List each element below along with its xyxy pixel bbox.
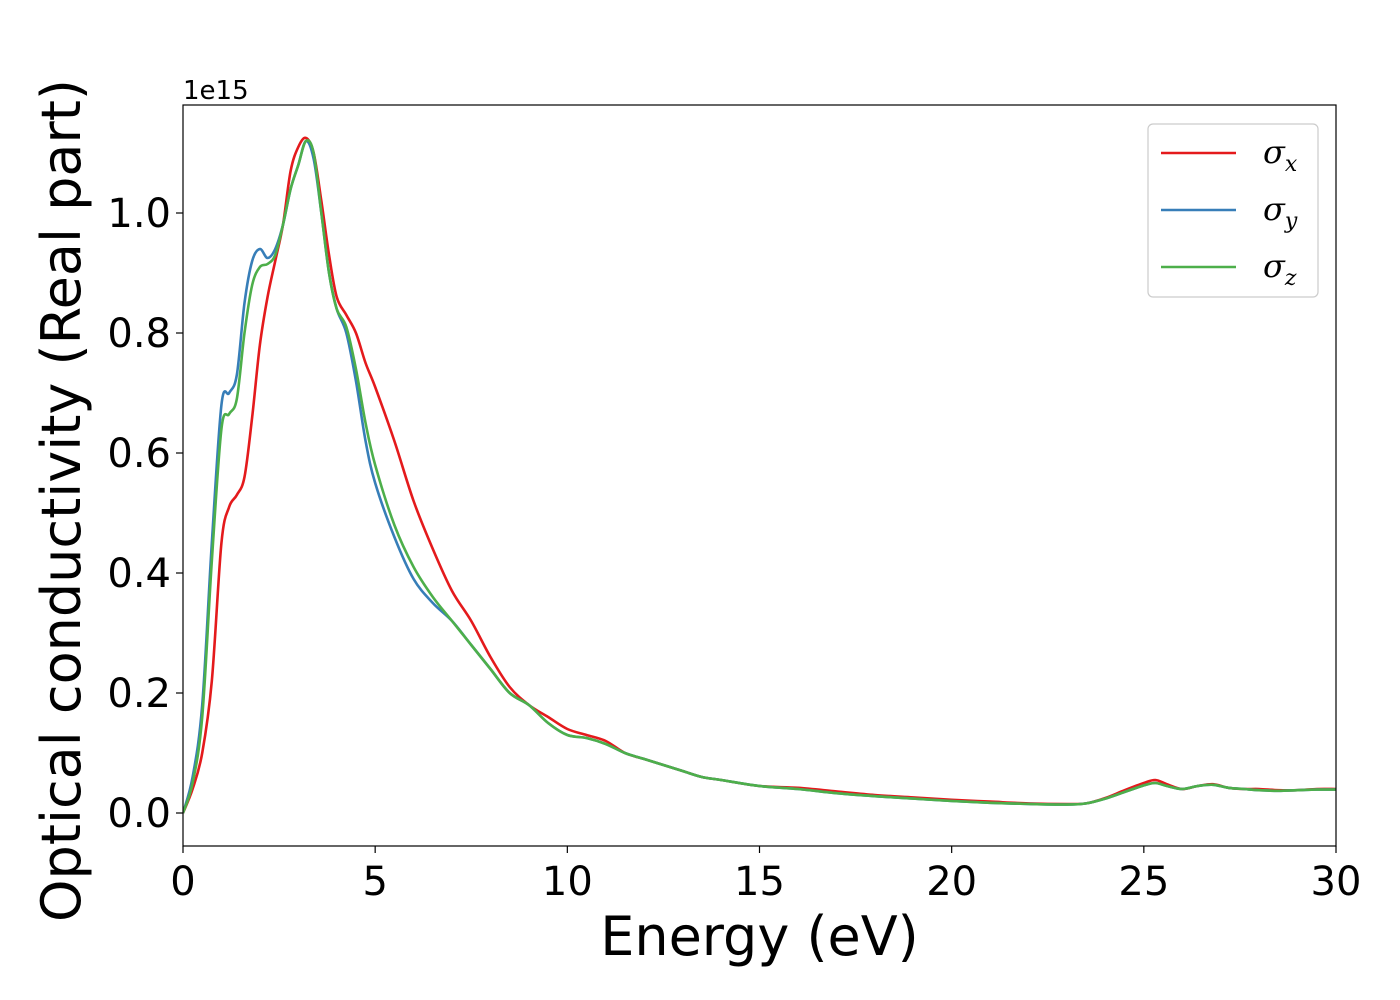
y-tick-label: 0.6: [107, 431, 171, 477]
y-axis: 0.0 0.2 0.4 0.6 0.8 1.0: [107, 191, 183, 837]
x-tick-label: 0: [170, 859, 195, 905]
y-tick-label: 1.0: [107, 191, 171, 237]
x-axis: 0 5 10 15 20 25 30: [170, 846, 1361, 905]
y-tick-label: 0.8: [107, 311, 171, 357]
legend-label-z: σz: [1263, 247, 1297, 291]
y-tick-label: 0.0: [107, 791, 171, 837]
legend-label-y: σy: [1263, 190, 1298, 234]
legend: σx σy σz: [1147, 123, 1319, 298]
y-axis-label: Optical conductivity (Real part): [30, 79, 93, 922]
series-line-x: [183, 136, 1336, 814]
y-tick-label: 0.2: [107, 671, 171, 717]
x-tick-label: 5: [362, 859, 387, 905]
x-axis-label: Energy (eV): [600, 905, 919, 968]
x-tick-label: 30: [1311, 859, 1362, 905]
plot-lines: [183, 136, 1336, 814]
y-tick-label: 0.4: [107, 551, 171, 597]
x-tick-label: 20: [926, 859, 977, 905]
x-tick-label: 10: [542, 859, 593, 905]
legend-label-x: σx: [1263, 133, 1298, 177]
x-tick-label: 25: [1118, 859, 1169, 905]
x-tick-label: 15: [734, 859, 785, 905]
y-offset-label: 1e15: [183, 76, 249, 106]
series-line-z: [183, 139, 1336, 814]
